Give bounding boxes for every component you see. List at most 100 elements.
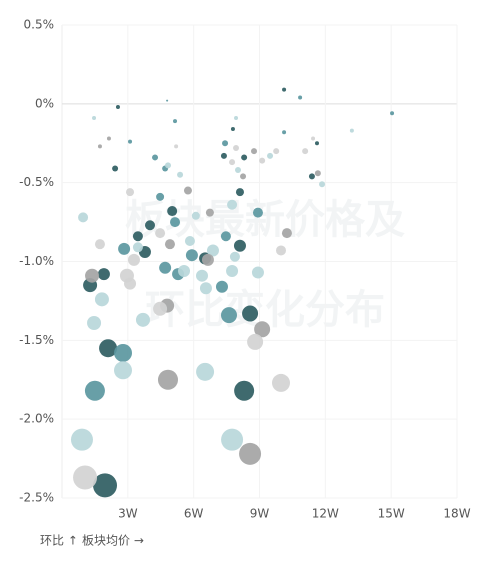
x-tick-label: 15W [378,507,405,521]
bubble [281,228,292,239]
bubble [132,231,143,242]
bubble [276,245,287,256]
x-tick-label: 12W [312,507,339,521]
bubble [251,266,264,279]
bubble [157,369,178,390]
bubble [314,141,319,146]
bubble [233,239,246,252]
bubble [206,244,219,257]
bubble [311,136,316,141]
bubble [349,128,354,133]
bubble [97,144,102,149]
bubble [282,87,287,92]
bubble [156,192,165,201]
bubble [99,339,118,358]
y-tick-label: -1.0% [19,254,54,268]
bubble [173,119,178,124]
bubble [70,428,93,451]
bubble [242,305,259,322]
bubble [302,148,309,155]
bubble [222,140,229,147]
bubble [247,333,264,350]
bubble [115,104,120,109]
bubble [97,268,110,281]
bubble [92,116,97,121]
bubble [196,269,209,282]
bubble [164,239,175,250]
bubble [170,217,181,228]
bubble [94,239,105,250]
bubble [234,167,241,174]
bubble [73,465,98,490]
bubble [185,249,198,262]
bubble [308,173,315,180]
bubble [220,307,237,324]
bubble [220,231,231,242]
y-tick-label: -2.0% [19,412,54,426]
bubble [229,159,236,166]
watermark: 板块最新价格及 [125,197,405,243]
bubble [235,188,244,197]
bubble [196,362,215,381]
y-tick-label: 0% [35,96,54,110]
bubble [230,127,235,132]
bubble [282,130,287,135]
bubble [215,280,228,293]
x-tick-label: 18W [443,507,470,521]
bubble [93,473,118,498]
bubble [164,162,171,169]
bubble [221,428,244,451]
bubble [132,242,143,253]
bubble [273,148,280,155]
y-tick-label: -0.5% [19,175,54,189]
y-tick-label: 0.5% [24,18,55,32]
bubble [166,99,169,102]
bubble [251,148,258,155]
bubble [78,212,89,223]
bubble [234,116,239,121]
bubble [240,173,247,180]
bubble [390,111,395,116]
bubble [183,186,192,195]
bubble [201,253,214,266]
bubble [159,261,172,274]
y-tick-label: -2.5% [19,491,54,505]
bubble [226,264,239,277]
bubble [229,251,240,262]
bubble [191,211,200,220]
bubble [227,199,238,210]
bubble [259,157,266,164]
bubble [267,152,274,159]
bubble [118,242,131,255]
bubble [94,292,109,307]
y-axis-label: 环比 ↑ [40,534,78,548]
y-tick-label: -1.5% [19,333,54,347]
bubble [178,264,191,277]
bubble [167,206,178,217]
bubble [124,277,137,290]
bubble [114,343,133,362]
x-tick-label: 9W [250,507,270,521]
bubble [106,136,111,141]
bubble [177,171,184,178]
bubble [127,253,140,266]
bubble [272,373,291,392]
bubble [126,188,135,197]
bubble [135,312,150,327]
bubble [298,95,303,100]
bubble [314,170,321,177]
bubble [87,315,102,330]
bubble [252,207,263,218]
x-tick-label: 6W [184,507,204,521]
bubble [220,152,227,159]
bubble [184,236,195,247]
bubble [144,220,155,231]
bubble [233,144,240,151]
bubble [234,380,255,401]
bubble [153,301,168,316]
bubble [85,268,100,283]
x-tick-label: 3W [118,507,138,521]
bubble [319,181,326,188]
bubble [239,442,262,465]
